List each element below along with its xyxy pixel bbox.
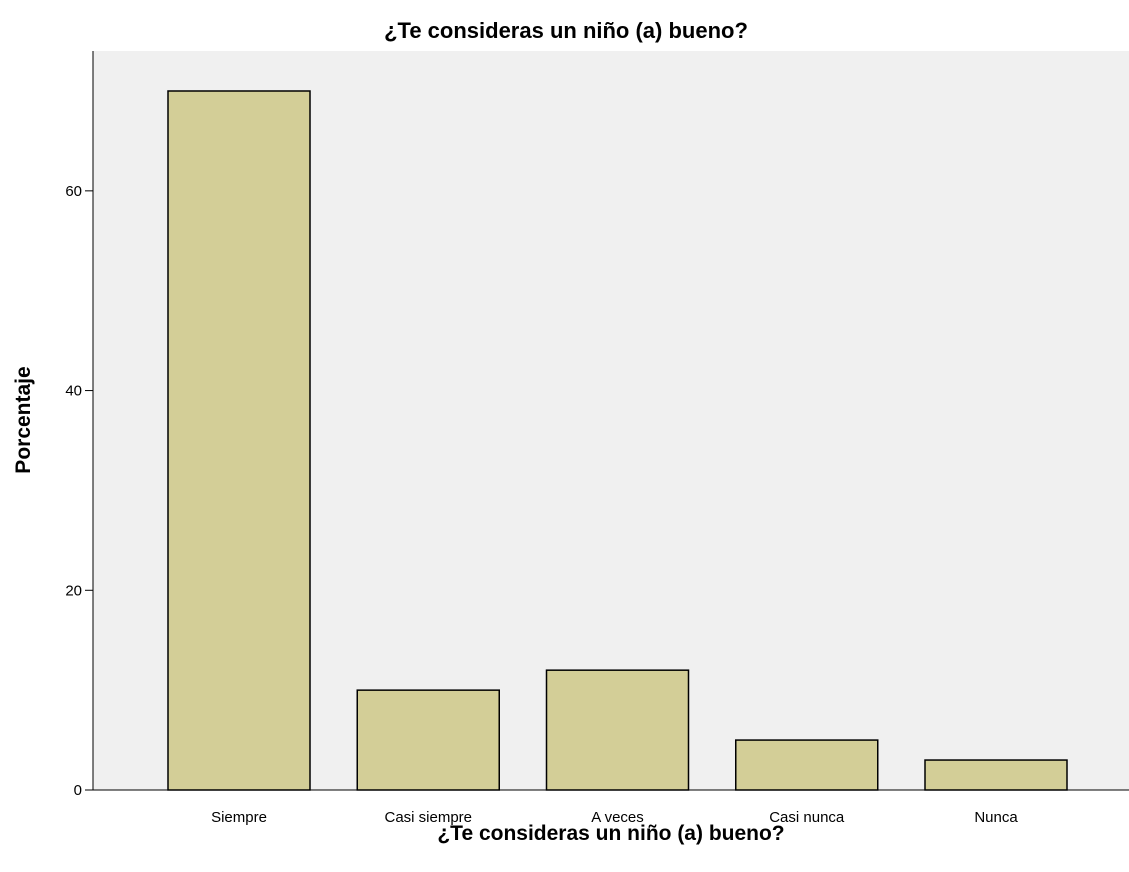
y-tick-label: 20: [65, 582, 82, 599]
y-tick-label: 0: [74, 782, 82, 799]
bar-a-veces: [545, 669, 690, 791]
y-axis-ticks: 0 20 40 60: [65, 183, 93, 799]
y-axis-title: Porcentaje: [12, 366, 35, 473]
y-tick-label: 40: [65, 383, 82, 400]
x-tick-label: Siempre: [211, 809, 267, 826]
x-axis-title: ¿Te consideras un niño (a) bueno?: [437, 822, 784, 845]
x-axis-ticks: Siempre Casi siempre A veces Casi nunca Nunc…: [211, 809, 1018, 826]
bar-siempre: [167, 90, 311, 791]
y-tick-label: 60: [65, 183, 82, 200]
bar-casi-siempre: [356, 689, 500, 791]
bar-casi-nunca: [735, 739, 879, 791]
bars-group: [167, 90, 1068, 791]
x-tick-label: Casi nunca: [769, 809, 845, 826]
chart-title: ¿Te consideras un niño (a) bueno?: [384, 18, 748, 43]
x-tick-label: Casi siempre: [384, 809, 472, 826]
x-tick-label: Nunca: [974, 809, 1018, 826]
x-tick-label: A veces: [591, 809, 644, 826]
bar-nunca: [924, 759, 1068, 791]
